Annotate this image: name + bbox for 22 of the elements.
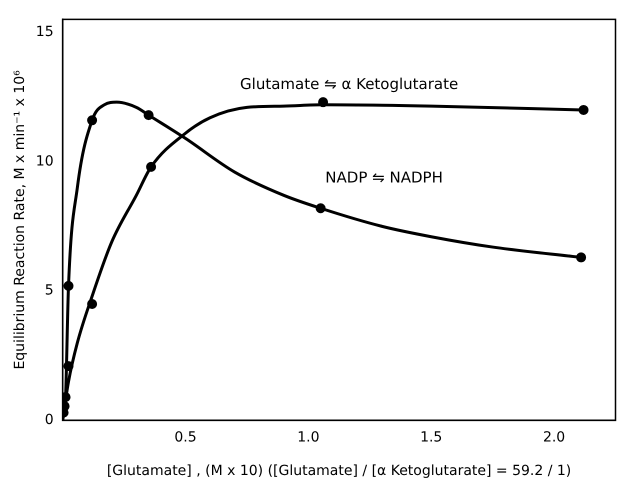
series-label: NADP ⇋ NADPH — [325, 168, 443, 187]
point — [144, 110, 154, 120]
point — [146, 162, 156, 172]
point — [64, 361, 74, 372]
point — [318, 97, 328, 108]
x-tick-label: 1.5 — [420, 429, 442, 446]
point — [576, 252, 586, 262]
y-tick-label: 5 — [44, 282, 54, 299]
point — [87, 298, 98, 309]
y-axis-title: Equilibrium Reaction Rate, M x min⁻¹ x 10⁶ — [12, 70, 28, 370]
y-tick-label: 10 — [36, 153, 54, 170]
point — [64, 280, 74, 291]
point — [316, 203, 326, 214]
x-tick-label: 2.0 — [542, 429, 566, 446]
point — [578, 104, 589, 115]
y-tick-label: 15 — [36, 24, 54, 40]
series-label: Glutamate ⇋ α Ketoglutarate — [240, 74, 458, 93]
x-tick-label: 0.5 — [174, 429, 197, 446]
y-tick-label: 0 — [44, 412, 54, 428]
x-tick-label: 1.0 — [297, 429, 320, 446]
point — [87, 115, 98, 126]
x-axis-title: [Glutamate] , (M x 10) ([Glutamate] / [α Ketoglutarate] = 59.2 / 1) — [106, 463, 572, 480]
